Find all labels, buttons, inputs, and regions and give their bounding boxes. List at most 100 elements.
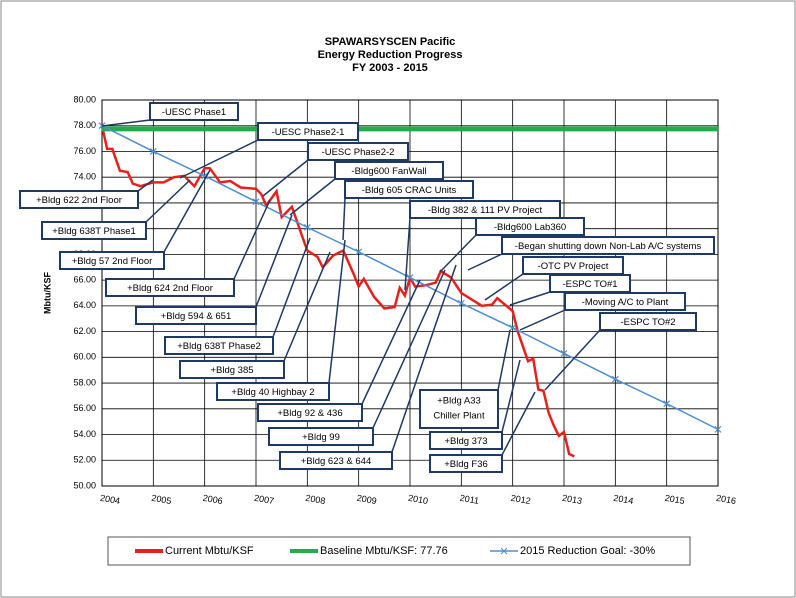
leader-line	[283, 251, 331, 362]
title-line: Energy Reduction Progress	[318, 49, 463, 61]
leader-line	[484, 273, 524, 301]
annotation-box	[344, 180, 474, 199]
y-tick-label: 78.00	[73, 120, 96, 130]
annotation-box	[429, 431, 503, 450]
y-tick-label: 66.00	[73, 275, 96, 285]
annotation-box	[419, 389, 499, 429]
annotation-box	[564, 292, 686, 311]
legend-label: Baseline Mbtu/KSF: 77.76	[320, 545, 448, 557]
annotation-box	[268, 427, 374, 446]
leader-line	[342, 197, 346, 241]
leader-line	[255, 214, 293, 308]
annotation-text: +Bldg 622 2nd Floor	[36, 195, 122, 206]
annotation-text: -UESC Phase1	[162, 107, 226, 118]
y-tick-label: 60.00	[73, 352, 96, 362]
leader-line	[328, 239, 346, 384]
leader-line	[179, 139, 259, 179]
leader-line	[272, 237, 311, 338]
annotation-text: -ESPC TO#1	[562, 279, 617, 290]
annotation-text: +Bldg 638T Phase1	[52, 226, 136, 237]
title-line: FY 2003 - 2015	[352, 62, 428, 74]
leader-line	[289, 178, 336, 216]
annotation-box	[164, 336, 274, 355]
leader-line	[497, 329, 511, 391]
annotation-text: -Began shutting down Non-Lab A/C systems	[515, 241, 702, 252]
legend-marker	[500, 547, 508, 555]
marker	[149, 148, 157, 155]
marker	[406, 274, 414, 281]
annotation-box	[429, 454, 503, 473]
annotation-text: Chiller Plant	[433, 411, 485, 422]
x-tick-label: 2008	[305, 493, 326, 506]
annotation-text: -Bldg600 FanWall	[351, 166, 426, 177]
annotation-text: -OTC PV Project	[538, 261, 609, 272]
marker	[303, 223, 311, 231]
marker	[457, 299, 465, 307]
annotation-text: +Bldg 623 & 644	[301, 456, 372, 467]
legend-label: 2015 Reduction Goal: -30%	[520, 545, 655, 557]
annotation-box	[334, 161, 444, 180]
annotation-text: -UESC Phase2-1	[272, 127, 345, 138]
annotation-text: -UESC Phase2-2	[322, 147, 395, 158]
annotation-text: -ESPC TO#2	[620, 317, 675, 328]
marker	[714, 425, 722, 433]
leader-line	[372, 269, 446, 429]
annotation-box	[307, 142, 409, 161]
y-tick-label: 54.00	[73, 429, 96, 439]
x-tick-label: 2004	[99, 493, 120, 506]
y-tick-label: 62.00	[73, 326, 96, 336]
leader-line	[509, 291, 551, 306]
y-tick-label: 58.00	[73, 377, 96, 387]
annotation-text: +Bldg 99	[302, 432, 340, 443]
annotation-text: +Bldg 638T Phase2	[177, 341, 261, 352]
leader-line	[519, 309, 566, 331]
annotation-text: -Bldg 605 CRAC Units	[362, 185, 457, 196]
annotation-box	[19, 190, 139, 209]
annotation-text: +Bldg 385	[210, 365, 253, 376]
annotation-text: +Bldg A33	[437, 396, 481, 407]
leader-line	[501, 391, 536, 456]
annotation-box	[501, 236, 715, 255]
leader-line	[501, 359, 521, 433]
y-tick-label: 56.00	[73, 403, 96, 413]
x-tick-label: 2016	[715, 493, 736, 506]
y-tick-label: 50.00	[73, 480, 96, 490]
leader-line	[544, 329, 601, 391]
title-line: SPAWARSYSCEN Pacific	[325, 36, 456, 48]
x-tick-label: 2010	[407, 493, 428, 506]
legend	[107, 536, 691, 566]
annotation-box	[59, 251, 165, 270]
y-tick-label: 52.00	[73, 455, 96, 465]
x-tick-label: 2011	[459, 493, 480, 506]
marker	[560, 350, 568, 357]
leader-line	[391, 264, 457, 453]
leader-line	[361, 279, 421, 405]
annotation-text: +Bldg 594 & 651	[161, 311, 232, 322]
legend-label: Current Mbtu/KSF	[165, 545, 254, 557]
annotation-text: -Bldg 382 & 111 PV Project	[428, 205, 543, 216]
y-tick-label: 64.00	[73, 300, 96, 310]
x-tick-label: 2014	[613, 493, 634, 506]
y-tick-label: 76.00	[73, 146, 96, 156]
leader-line	[101, 119, 151, 127]
leader-line	[404, 217, 411, 291]
leader-line	[163, 169, 211, 253]
leader-line	[262, 159, 309, 197]
marker	[509, 324, 517, 332]
annotation-box	[599, 312, 697, 331]
leader-line	[467, 253, 503, 271]
annotation-text: +Bldg 373	[444, 436, 487, 447]
leader-line	[145, 179, 191, 223]
annotation-text: +Bldg 624 2nd Floor	[127, 283, 213, 294]
annotation-text: +Bldg 40 Highbay 2	[231, 387, 314, 398]
x-tick-label: 2012	[510, 493, 531, 506]
annotation-text: +Bldg 92 & 436	[277, 408, 342, 419]
x-tick-label: 2005	[151, 493, 172, 506]
annotation-box	[149, 102, 239, 121]
y-tick-label: 80.00	[73, 94, 96, 104]
x-tick-label: 2013	[561, 493, 582, 506]
annotation-box	[179, 360, 285, 379]
x-tick-label: 2006	[202, 493, 223, 506]
annotation-box	[279, 451, 393, 470]
